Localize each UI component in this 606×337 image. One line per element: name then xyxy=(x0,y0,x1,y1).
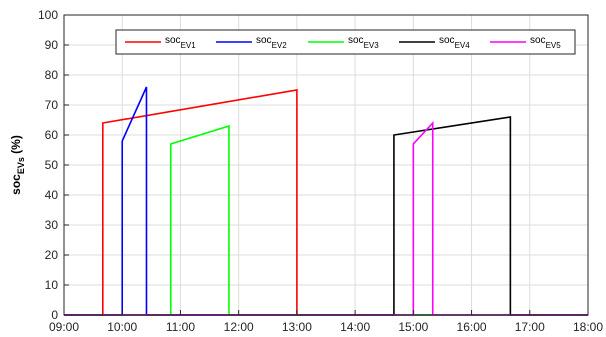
legend-label-sub: EV5 xyxy=(546,41,562,50)
x-tick-label: 10:00 xyxy=(107,320,137,334)
y-tick-label: 90 xyxy=(45,38,59,52)
x-tick-label: 13:00 xyxy=(282,320,312,334)
x-tick-label: 15:00 xyxy=(398,320,428,334)
y-axis-label-text: socEVs (%) xyxy=(9,135,26,195)
y-tick-label: 40 xyxy=(45,188,59,202)
legend-label-main: soc xyxy=(348,35,364,46)
legend-label-sub: EV4 xyxy=(455,41,471,50)
y-tick-label: 60 xyxy=(45,128,59,142)
legend-label-ev5: socEV5 xyxy=(530,35,561,50)
y-axis-label-sub: EVs xyxy=(16,157,26,174)
legend-label-ev3: socEV3 xyxy=(348,35,379,50)
y-axis-label-main: soc xyxy=(9,174,23,195)
legend-label-ev1: socEV1 xyxy=(165,35,196,50)
y-axis-label-tail: (%) xyxy=(9,135,23,157)
y-tick-label: 10 xyxy=(45,278,59,292)
legend-label-ev2: socEV2 xyxy=(256,35,287,50)
y-tick-label: 100 xyxy=(38,8,58,22)
y-axis-label: socEVs (%) xyxy=(9,135,26,195)
x-tick-label: 09:00 xyxy=(49,320,79,334)
y-tick-label: 30 xyxy=(45,218,59,232)
legend-label-ev4: socEV4 xyxy=(439,35,470,50)
legend-label-sub: EV3 xyxy=(364,41,380,50)
legend-label-main: soc xyxy=(530,35,546,46)
legend-label-sub: EV2 xyxy=(272,41,288,50)
legend: socEV1 socEV2 socEV3 socEV4 socEV5 xyxy=(115,29,576,55)
x-tick-label: 11:00 xyxy=(166,320,195,334)
x-tick-label: 16:00 xyxy=(457,320,487,334)
legend-label-sub: EV1 xyxy=(181,41,197,50)
y-tick-label: 50 xyxy=(45,158,59,172)
axis-ticks: 09:00 10:00 11:00 12:00 13:00 14:00 15:00 16:00… xyxy=(38,8,603,334)
x-tick-label: 14:00 xyxy=(340,320,370,334)
x-tick-label: 17:00 xyxy=(515,320,545,334)
x-tick-label: 12:00 xyxy=(224,320,254,334)
y-tick-label: 80 xyxy=(45,68,59,82)
x-tick-label: 18:00 xyxy=(573,320,603,334)
legend-label-main: soc xyxy=(256,35,272,46)
y-tick-label: 0 xyxy=(51,308,58,322)
legend-label-main: soc xyxy=(165,35,181,46)
y-tick-label: 70 xyxy=(45,98,59,112)
legend-label-main: soc xyxy=(439,35,455,46)
y-tick-label: 20 xyxy=(45,248,59,262)
